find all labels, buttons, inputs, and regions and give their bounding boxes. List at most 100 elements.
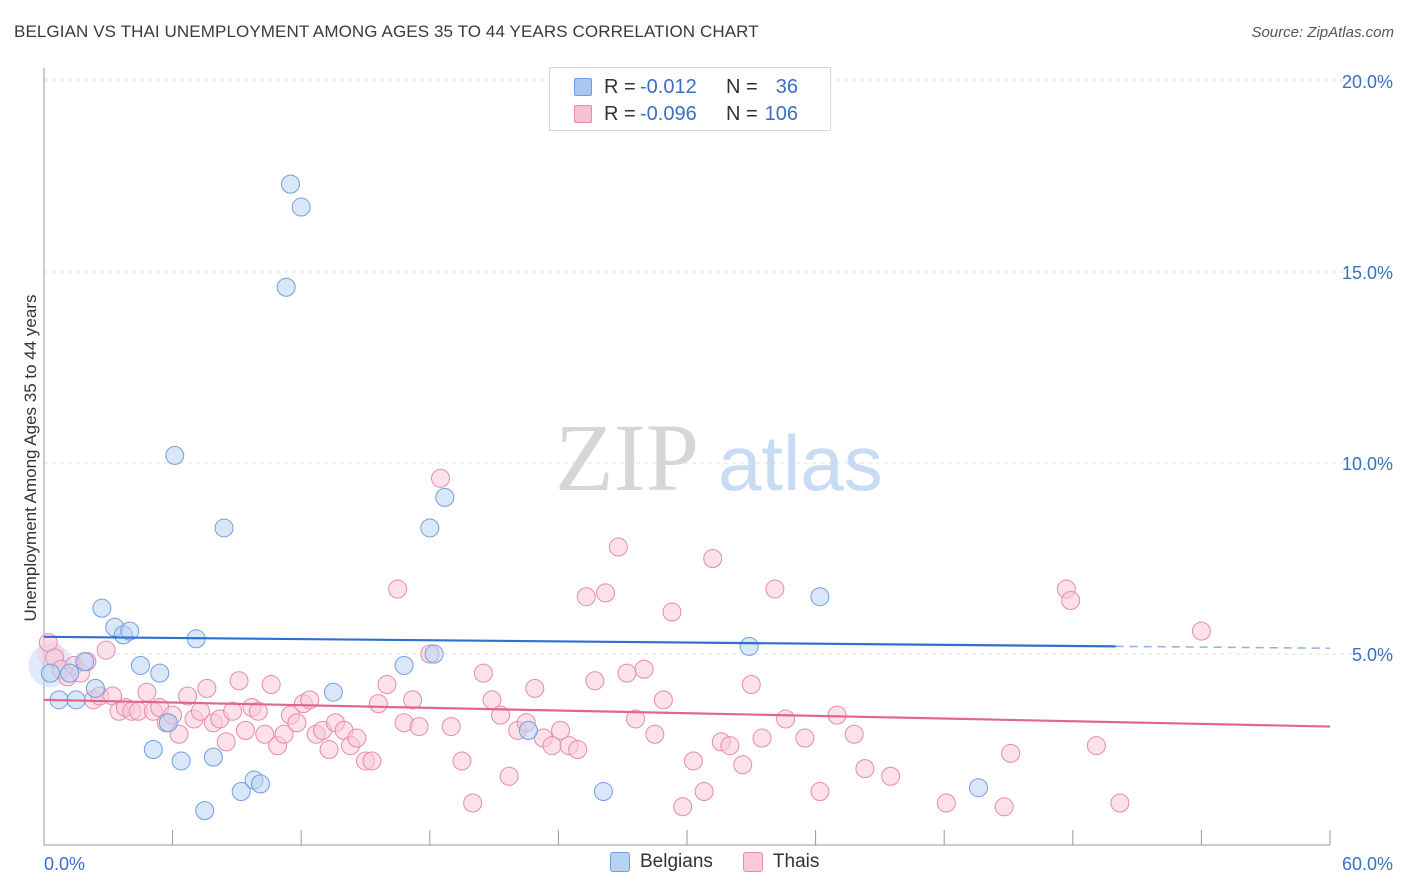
point-belgians [203, 747, 223, 767]
point-thais [473, 663, 493, 683]
point-belgians [130, 655, 150, 675]
legend-label-thais: Thais [772, 851, 820, 872]
point-belgians [60, 663, 80, 683]
point-belgians [810, 587, 830, 607]
y-tick-labels: 5.0% 10.0% 15.0% 20.0% [1342, 72, 1393, 665]
legend-swatch-thais [574, 105, 592, 123]
legend-item-belgians: Belgians [610, 851, 713, 873]
series-belgians [40, 174, 988, 821]
point-belgians [518, 720, 538, 740]
point-thais [551, 720, 571, 740]
point-thais [634, 659, 654, 679]
point-thais [499, 766, 519, 786]
source-label: Source: ZipAtlas.com [1251, 24, 1394, 41]
point-thais [216, 732, 236, 752]
point-thais [96, 640, 116, 660]
grid-lines [44, 78, 1392, 655]
point-belgians [968, 778, 988, 798]
point-thais [752, 728, 772, 748]
y-tick-label: 5.0% [1352, 645, 1393, 665]
point-thais [703, 549, 723, 568]
legend-item-thais: Thais [742, 851, 820, 873]
point-thais [368, 694, 388, 714]
point-thais [409, 717, 429, 737]
series-legend: Belgians Thais [610, 851, 849, 873]
point-thais [1061, 591, 1081, 611]
point-belgians [165, 445, 185, 465]
point-belgians [323, 682, 343, 702]
legend-row-belgians: R = -0.012 N = 36 [574, 75, 798, 99]
point-thais [229, 671, 249, 691]
point-thais [403, 690, 423, 710]
x-tick-label: 60.0% [1342, 854, 1393, 874]
point-belgians [291, 197, 311, 217]
point-thais [776, 709, 796, 729]
point-thais [653, 690, 673, 710]
point-thais [197, 678, 217, 698]
r-label: R = [604, 102, 636, 125]
point-belgians [280, 174, 300, 194]
point-thais [274, 724, 294, 744]
point-thais [1086, 736, 1106, 756]
point-thais [810, 782, 830, 802]
point-thais [431, 468, 451, 488]
point-thais [585, 671, 605, 691]
point-thais [1191, 621, 1211, 641]
point-belgians [92, 598, 112, 618]
point-belgians [420, 518, 440, 538]
point-thais [362, 751, 382, 771]
point-thais [596, 583, 616, 603]
axes [43, 68, 1331, 846]
point-thais [1110, 793, 1130, 813]
point-belgians [394, 655, 414, 675]
point-thais [741, 675, 761, 695]
point-thais [576, 587, 596, 607]
y-axis-label: Unemployment Among Ages 35 to 44 years [21, 295, 40, 622]
point-thais [694, 782, 714, 802]
trend-thais [43, 698, 1331, 728]
y-tick-label: 15.0% [1342, 263, 1393, 283]
point-thais [319, 740, 339, 759]
point-belgians [85, 678, 105, 698]
point-thais [795, 728, 815, 748]
legend-label-belgians: Belgians [640, 851, 713, 872]
point-thais [881, 766, 901, 786]
point-thais [626, 709, 646, 729]
point-belgians [424, 644, 444, 664]
watermark-zip: ZIP [555, 404, 699, 511]
point-thais [261, 675, 281, 695]
n-label: N = [726, 102, 758, 125]
point-thais [1001, 743, 1021, 763]
point-thais [223, 701, 243, 721]
point-thais [936, 793, 956, 813]
point-belgians [435, 487, 455, 507]
point-thais [608, 537, 628, 557]
point-thais [452, 751, 472, 771]
point-thais [347, 728, 367, 748]
trend-belgians [43, 635, 1116, 648]
legend-swatch-belgians [574, 78, 592, 96]
point-thais [463, 793, 483, 813]
point-thais [287, 713, 307, 733]
legend-swatch-belgians [610, 852, 630, 872]
r-value: -0.012 [640, 75, 697, 98]
point-thais [441, 717, 461, 737]
point-belgians [75, 652, 95, 672]
point-belgians [171, 751, 191, 771]
point-thais [617, 663, 637, 683]
point-thais [844, 724, 864, 744]
stats-legend: R = -0.012 N = 36 R = -0.096 N = 106 [549, 67, 831, 131]
point-thais [137, 682, 157, 702]
legend-row-thais: R = -0.096 N = 106 [574, 102, 798, 126]
point-belgians [143, 740, 163, 759]
point-belgians [276, 277, 296, 297]
point-belgians [150, 663, 170, 683]
data-points [28, 174, 1211, 821]
point-thais [377, 675, 397, 695]
point-thais [248, 701, 268, 721]
point-thais [645, 724, 665, 744]
point-thais [683, 751, 703, 771]
point-thais [673, 797, 693, 817]
point-thais [855, 759, 875, 779]
